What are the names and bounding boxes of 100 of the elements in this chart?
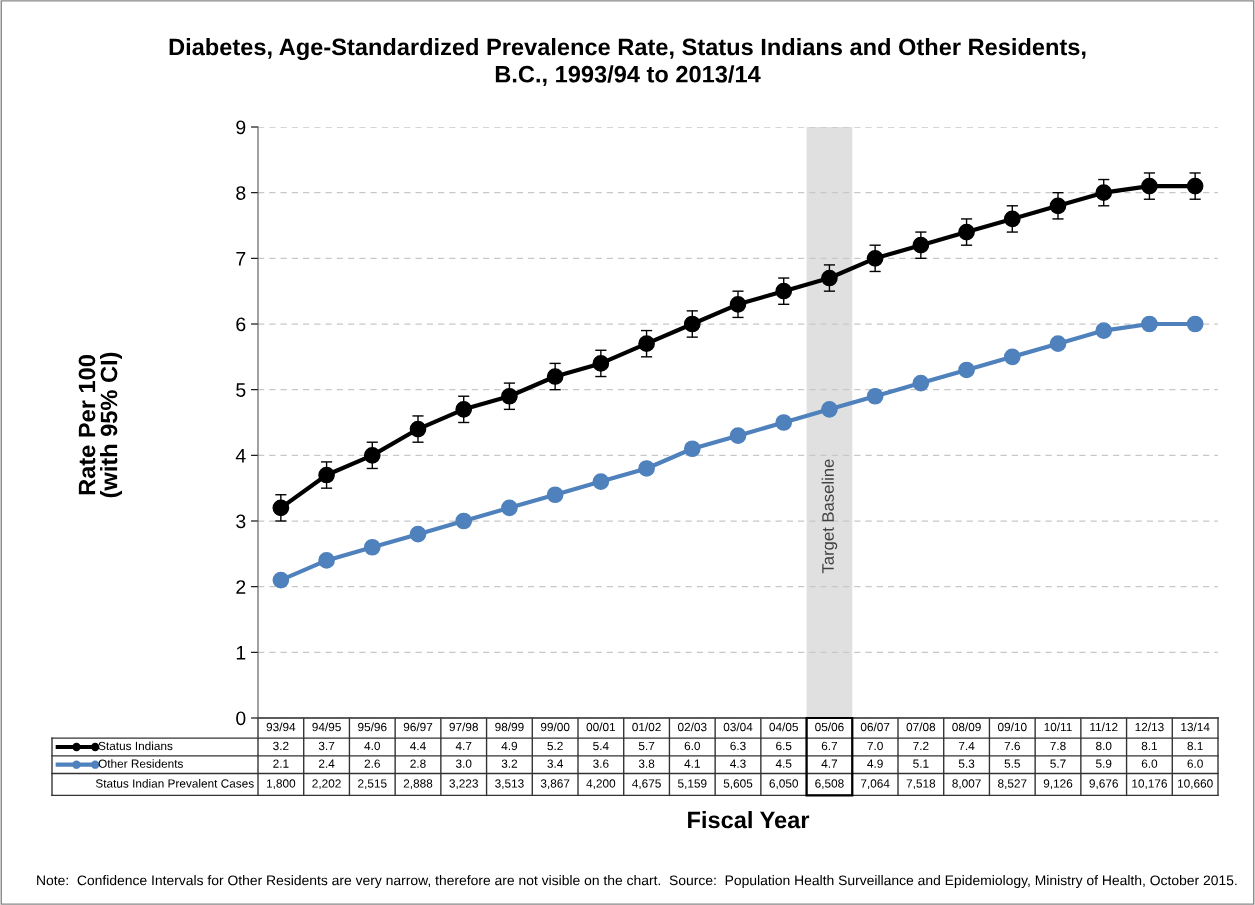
text: 3,867 (540, 779, 570, 790)
y-tick-label: 2 (236, 580, 246, 594)
text: Note: Confidence Intervals for Other Residents are very narrow, therefore are not visible on the chart. Source: Population Health Surveillance and Epidemiology, Ministry of Health, October 2015. (37, 875, 1237, 888)
point (729, 295, 747, 313)
point (1049, 335, 1067, 353)
point (638, 460, 655, 477)
text: 2,515 (358, 779, 387, 790)
y-tick-label: 7 (236, 252, 246, 266)
text: 10,176 (1132, 779, 1167, 790)
point (1095, 184, 1113, 202)
point (546, 368, 564, 385)
point (866, 249, 884, 267)
text: 5.7 (638, 741, 655, 751)
point (775, 414, 793, 431)
point (1003, 210, 1021, 228)
x-tick-label: 93/94 (266, 722, 296, 732)
text: 2,202 (312, 779, 341, 790)
text: 4.7 (455, 741, 472, 751)
chart-title: Diabetes, Age-Standardized Prevalence Rate, Status Indians and Other Residents, B.C., 1993/94 to 2013/14 (169, 38, 1086, 87)
text: 4.1 (684, 759, 700, 768)
point (1141, 177, 1158, 195)
text: 6.3 (730, 741, 746, 751)
x-tick-label: 94/95 (312, 722, 341, 732)
text: 4,200 (586, 779, 616, 790)
y-tick-label: 1 (236, 646, 246, 660)
point (821, 401, 838, 418)
text: 6,508 (815, 779, 844, 790)
point (455, 512, 473, 530)
point (409, 525, 427, 543)
x-tick-label: 08/09 (952, 722, 981, 732)
text: 5.2 (547, 741, 563, 751)
point (958, 223, 975, 241)
text: 4.5 (775, 759, 792, 768)
y-tick-label: 4 (235, 449, 246, 463)
text: 2.8 (410, 759, 426, 768)
text: 6.0 (684, 741, 701, 751)
text: 3,223 (449, 779, 478, 790)
text: 3.2 (501, 759, 518, 768)
point (683, 315, 701, 333)
text: Status Indian Prevalent Cases (95, 778, 254, 788)
point (363, 446, 381, 464)
text: 8.1 (1187, 741, 1203, 751)
y-tick-label: 6 (236, 317, 246, 332)
point (821, 269, 838, 287)
text: 4.9 (501, 741, 518, 751)
text: 3.2 (273, 741, 289, 751)
text: 2,888 (403, 779, 433, 790)
text: 6.0 (1187, 759, 1203, 768)
text: 4.0 (364, 741, 381, 751)
y-tick-label: 8 (236, 186, 246, 200)
point (272, 571, 290, 589)
text: 9,676 (1089, 779, 1118, 790)
point (1095, 322, 1113, 339)
text: 5.5 (1004, 759, 1020, 768)
point (912, 236, 930, 254)
band-label: Target Baseline (821, 459, 838, 574)
text: 7,064 (860, 779, 890, 790)
point (1049, 197, 1067, 215)
point (912, 374, 930, 392)
x-tick-label: 98/99 (495, 722, 524, 732)
point (1186, 315, 1204, 333)
y-tick-label: 5 (236, 383, 246, 397)
x-tick-label: 95/96 (358, 722, 387, 732)
text: 3.6 (593, 759, 609, 768)
text: 4.9 (867, 759, 883, 768)
text: 8.0 (1096, 741, 1112, 751)
point (1003, 348, 1021, 366)
text: 8,527 (998, 779, 1027, 790)
point (455, 401, 473, 418)
text: 7.0 (867, 741, 883, 751)
text: 10,660 (1177, 779, 1213, 790)
point (363, 538, 381, 556)
point (638, 335, 655, 353)
x-axis-title: Fiscal Year (688, 810, 810, 829)
legend-label: Status Indians (98, 741, 173, 751)
y-tick-label: 9 (236, 120, 246, 135)
text: 5.9 (1095, 759, 1112, 768)
point (1141, 315, 1158, 333)
y-tick-label: 0 (236, 711, 246, 726)
text: 3,513 (495, 779, 524, 790)
text: 7,518 (906, 779, 936, 790)
text: 1,800 (266, 779, 296, 790)
point (409, 420, 427, 438)
y-axis-title: Rate Per 100 (with 95% CI) (78, 352, 123, 498)
text: 6,050 (769, 779, 799, 790)
text: 9,126 (1043, 779, 1073, 790)
text: 6.0 (1141, 759, 1158, 768)
legend-label: Other Residents (98, 759, 183, 768)
text: 2.4 (318, 759, 335, 768)
point (272, 499, 290, 517)
point (546, 486, 564, 504)
x-tick-label: 06/07 (860, 722, 890, 732)
text: 3.8 (638, 759, 655, 768)
x-tick-label: 12/13 (1135, 722, 1164, 732)
text: 5.4 (593, 741, 609, 751)
text: 3.4 (547, 759, 563, 768)
text: 7.4 (958, 741, 975, 751)
y-tick-label: 3 (236, 514, 246, 529)
text: 6.5 (776, 741, 792, 751)
point (501, 387, 518, 405)
